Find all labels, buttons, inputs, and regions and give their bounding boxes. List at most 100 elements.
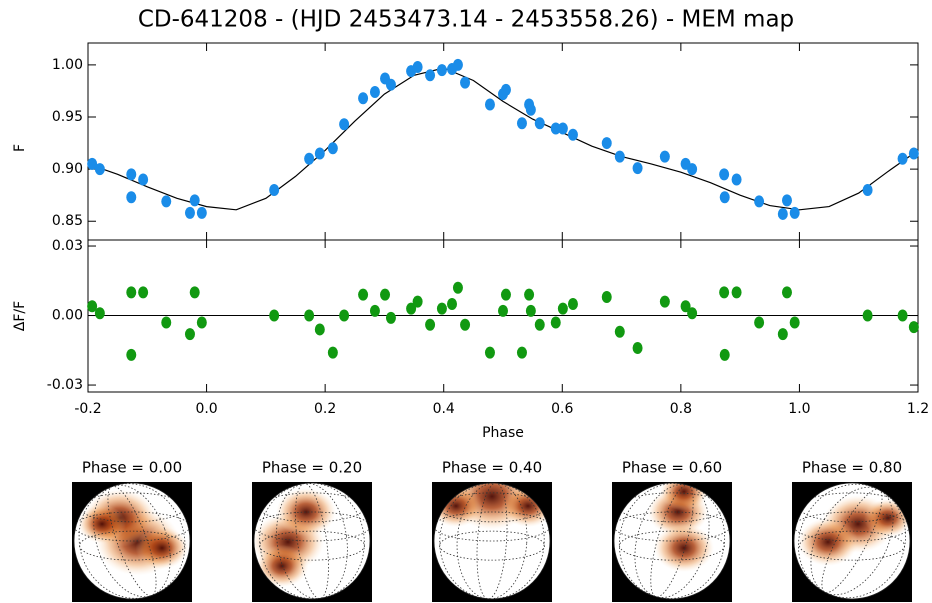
parallel — [799, 530, 905, 561]
data-point — [777, 328, 788, 341]
data-point — [500, 288, 511, 301]
data-point — [314, 323, 325, 336]
data-point — [789, 316, 800, 329]
star-map — [792, 482, 912, 602]
data-point — [269, 183, 280, 196]
data-point — [550, 316, 561, 329]
parallel — [254, 511, 370, 542]
data-point — [534, 318, 545, 331]
data-point — [719, 348, 730, 361]
data-point — [731, 286, 742, 299]
data-point — [304, 152, 315, 165]
star-map — [612, 482, 732, 602]
data-point — [161, 195, 172, 208]
y-axis-label: F — [12, 144, 28, 152]
data-point — [632, 341, 643, 354]
sphere-surface — [614, 483, 730, 599]
data-point — [484, 98, 495, 111]
sphere-surface — [254, 483, 370, 599]
spot — [660, 483, 708, 511]
parallel — [74, 511, 190, 542]
data-point — [126, 191, 137, 204]
data-point — [754, 316, 765, 329]
data-point — [897, 309, 908, 322]
data-point — [358, 92, 369, 105]
parallel — [619, 530, 725, 561]
data-point — [516, 117, 527, 130]
data-point — [557, 302, 568, 315]
spot — [798, 518, 858, 566]
data-point — [196, 206, 207, 219]
data-point — [138, 173, 149, 186]
y-tick-label: 0.03 — [52, 238, 83, 254]
data-point — [385, 78, 396, 91]
data-point — [557, 122, 568, 135]
data-point — [358, 288, 369, 301]
data-point — [425, 318, 436, 331]
data-point — [897, 152, 908, 165]
sphere-edge — [793, 482, 911, 600]
data-point — [567, 128, 578, 141]
data-point — [567, 297, 578, 310]
data-point — [731, 173, 742, 186]
sphere-edge — [433, 482, 551, 600]
data-point — [460, 318, 471, 331]
y-tick-label: 0.00 — [52, 308, 83, 324]
data-point — [601, 137, 612, 150]
data-point — [447, 297, 458, 310]
data-point — [138, 286, 149, 299]
data-point — [189, 286, 200, 299]
sphere-edge — [73, 482, 191, 600]
x-tick-label: 1.2 — [907, 401, 929, 417]
data-point — [659, 150, 670, 163]
parallel — [79, 530, 185, 561]
spot — [276, 488, 336, 536]
data-point — [525, 103, 536, 116]
data-point — [908, 321, 919, 334]
data-point — [126, 168, 137, 181]
x-tick-label: 0.6 — [551, 401, 573, 417]
y-tick-label: 1.00 — [52, 57, 83, 73]
map-label: Phase = 0.40 — [442, 459, 542, 477]
data-point — [632, 162, 643, 175]
data-point — [436, 64, 447, 77]
data-point — [781, 286, 792, 299]
data-point — [339, 118, 350, 131]
map-label: Phase = 0.20 — [262, 459, 362, 477]
data-point — [327, 142, 338, 155]
parallel — [434, 511, 550, 542]
spot — [255, 544, 309, 588]
data-point — [754, 195, 765, 208]
data-point — [719, 168, 730, 181]
map-label: Phase = 0.00 — [82, 459, 182, 477]
spot — [135, 526, 189, 570]
x-tick-label: -0.2 — [74, 401, 101, 417]
map-label: Phase = 0.60 — [622, 459, 722, 477]
spot — [78, 504, 126, 544]
data-point — [184, 206, 195, 219]
data-point — [498, 304, 508, 317]
data-point — [687, 307, 698, 320]
data-point — [412, 295, 423, 308]
parallel — [614, 511, 730, 542]
data-point — [789, 206, 800, 219]
data-point — [500, 83, 511, 96]
x-tick-label: 0.4 — [433, 401, 455, 417]
data-point — [460, 76, 471, 89]
data-point — [126, 286, 137, 299]
x-tick-label: 0.8 — [670, 401, 692, 417]
y-tick-label: -0.03 — [47, 377, 83, 393]
x-tick-label: 0.0 — [195, 401, 217, 417]
data-point — [369, 304, 380, 317]
sphere-edge — [253, 482, 371, 600]
parallel — [794, 511, 910, 542]
data-point — [94, 163, 105, 176]
data-point — [525, 304, 536, 317]
data-point — [452, 281, 463, 294]
y-axis-label: ΔF/F — [12, 301, 28, 331]
data-point — [614, 325, 625, 338]
data-point — [94, 307, 105, 320]
data-point — [196, 316, 207, 329]
x-axis-label: Phase — [482, 425, 524, 441]
data-point — [452, 58, 463, 71]
